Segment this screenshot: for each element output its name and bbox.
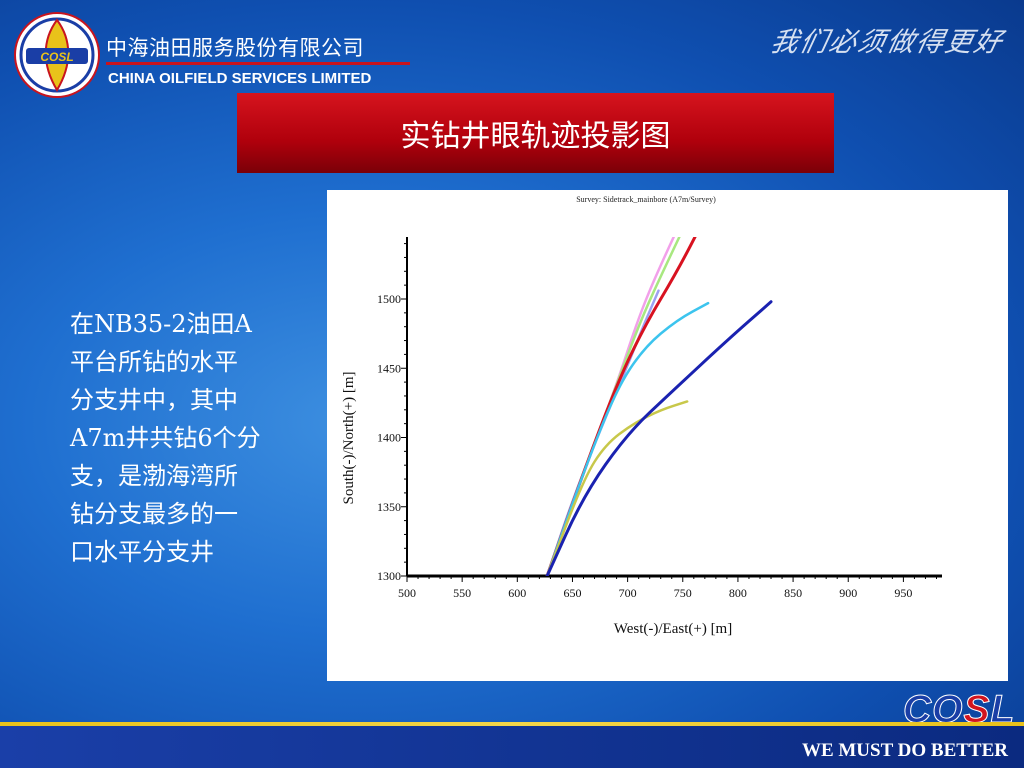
slide-title-banner: 实钻井眼轨迹投影图	[237, 93, 834, 173]
body-line: A7m井共钻6个分	[70, 424, 261, 452]
x-tick-label: 850	[784, 586, 802, 600]
logo-text: COSL	[40, 50, 73, 64]
body-line: 口水平分支井	[70, 538, 214, 566]
x-tick-label: 500	[398, 586, 416, 600]
y-tick-label: 1350	[377, 500, 401, 514]
footer-motto: WE MUST DO BETTER	[801, 740, 1008, 761]
x-tick-label: 800	[729, 586, 747, 600]
company-name-en: CHINA OILFIELD SERVICES LIMITED	[108, 70, 372, 87]
trajectory-chart-panel: Survey: Sidetrack_mainbore (A7m/Survey) …	[327, 190, 1008, 681]
body-line: 钻分支最多的一	[70, 500, 238, 528]
body-line: 支，是渤海湾所	[70, 462, 238, 490]
y-tick-label: 1500	[377, 292, 401, 306]
y-tick-label: 1300	[377, 569, 401, 583]
trajectory-chart: Survey: Sidetrack_mainbore (A7m/Survey) …	[341, 195, 942, 637]
chart-series	[545, 237, 773, 576]
x-tick-label: 700	[619, 586, 637, 600]
y-tick-label: 1400	[377, 431, 401, 445]
header-rule	[106, 62, 410, 65]
slide-body-text: 在NB35-2油田A 平台所钻的水平 分支井中，其中 A7m井共钻6个分 支，是…	[70, 305, 315, 571]
y-axis-label: South(-)/North(+) [m]	[341, 371, 357, 504]
x-tick-label: 950	[894, 586, 912, 600]
body-line: 平台所钻的水平	[70, 348, 238, 376]
calligraphy-slogan: 我们必须做得更好	[768, 27, 1007, 58]
body-line: 分支井中，其中	[70, 386, 238, 414]
cosl-logo-emblem: COSL	[12, 10, 102, 100]
y-tick-label: 1450	[377, 361, 401, 375]
chart-title: Survey: Sidetrack_mainbore (A7m/Survey)	[576, 195, 716, 204]
trajectory-series-line	[545, 400, 689, 576]
x-tick-label: 900	[839, 586, 857, 600]
company-name-cn: 中海油田服务股份有限公司	[106, 36, 364, 60]
trajectory-series-line	[545, 300, 773, 576]
x-tick-label: 750	[674, 586, 692, 600]
trajectory-series-line	[545, 301, 710, 576]
slide-title: 实钻井眼轨迹投影图	[400, 119, 671, 154]
x-tick-label: 600	[508, 586, 526, 600]
footer-gold-band	[0, 722, 1024, 726]
x-axis-label: West(-)/East(+) [m]	[614, 621, 732, 637]
chart-axes: 500 550 600 650 700 750 800 850 900 950 1300 1350 14…	[377, 237, 942, 600]
x-tick-label: 550	[453, 586, 471, 600]
footer-bar	[0, 726, 1024, 768]
x-tick-label: 650	[563, 586, 581, 600]
body-line: 在NB35-2油田A	[70, 310, 252, 338]
